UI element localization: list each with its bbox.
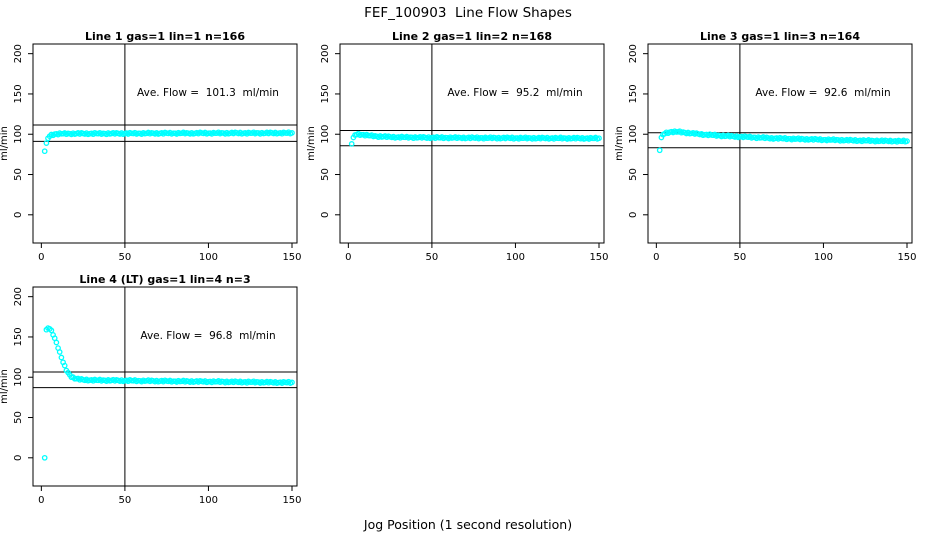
x-tick-label: 0 — [653, 252, 659, 263]
subplot-line1-title: Line 1 gas=1 lin=1 n=166 — [84, 30, 245, 43]
y-axis: 0 50 100 150 200 ml/min — [0, 44, 33, 218]
data-points — [348, 130, 602, 147]
y-tick-label: 150 — [13, 327, 24, 346]
subplot-line2-ave-flow-annotation: Ave. Flow = 95.2 ml/min — [447, 87, 583, 99]
y-tick-label: 200 — [320, 44, 331, 63]
x-tick-label: 0 — [38, 495, 44, 506]
y-tick-label: 200 — [628, 44, 639, 63]
y-tick-label: 200 — [13, 44, 24, 63]
subplot-line4: Line 4 (LT) gas=1 lin=4 n=3 0 50 100 150 0 50… — [0, 273, 312, 513]
y-tick-label: 0 — [628, 212, 639, 218]
data-points — [41, 325, 295, 461]
y-tick-label: 200 — [13, 287, 24, 306]
subplot-line4-title: Line 4 (LT) gas=1 lin=4 n=3 — [79, 273, 251, 286]
reference-lines — [648, 44, 912, 243]
x-tick-label: 150 — [282, 495, 301, 506]
y-tick-label: 0 — [13, 212, 24, 218]
y-tick-label: 50 — [13, 411, 24, 424]
y-tick-label: 0 — [320, 212, 331, 218]
y-tick-label: 50 — [628, 168, 639, 181]
y-tick-label: 100 — [320, 125, 331, 144]
y-tick-label: 150 — [320, 84, 331, 103]
x-tick-label: 0 — [38, 252, 44, 263]
subplot-line4-ave-flow-annotation: Ave. Flow = 96.8 ml/min — [140, 330, 276, 342]
y-axis-label: ml/min — [0, 369, 10, 404]
subplot-line3-ave-flow-annotation: Ave. Flow = 92.6 ml/min — [755, 87, 891, 99]
figure-title: FEF_100903 Line Flow Shapes — [364, 5, 572, 21]
x-tick-label: 150 — [589, 252, 608, 263]
x-axis: 0 50 100 150 — [38, 486, 302, 506]
x-axis: 0 50 100 150 — [38, 243, 302, 263]
y-tick-label: 0 — [13, 455, 24, 461]
subplot-line2-plot-area: 0 50 100 150 0 50 100 150 200 ml/min — [307, 43, 609, 263]
x-tick-label: 150 — [897, 252, 916, 263]
subplot-line1: Line 1 gas=1 lin=1 n=166 0 50 100 150 0 50 100… — [0, 30, 312, 270]
plot-box — [339, 43, 605, 244]
x-tick-label: 50 — [119, 495, 132, 506]
reference-lines — [33, 44, 297, 243]
x-tick-label: 50 — [119, 252, 132, 263]
data-points — [41, 129, 295, 155]
x-tick-label: 50 — [426, 252, 439, 263]
subplot-line3: Line 3 gas=1 lin=3 n=164 0 50 100 150 0 50 100… — [615, 30, 927, 270]
plot-box — [32, 43, 298, 244]
y-tick-label: 150 — [628, 84, 639, 103]
y-axis: 0 50 100 150 200 ml/min — [307, 44, 340, 218]
shared-x-axis-label: Jog Position (1 second resolution) — [363, 517, 573, 532]
subplot-line2-title: Line 2 gas=1 lin=2 n=168 — [391, 30, 552, 43]
y-axis-label: ml/min — [615, 126, 625, 161]
subplot-line1-plot-area: 0 50 100 150 0 50 100 150 200 ml/min — [0, 43, 302, 263]
x-tick-label: 100 — [506, 252, 525, 263]
y-tick-label: 100 — [13, 368, 24, 387]
y-tick-label: 50 — [13, 168, 24, 181]
subplot-line2: Line 2 gas=1 lin=2 n=168 0 50 100 150 0 50 100… — [307, 30, 619, 270]
subplot-line3-plot-area: 0 50 100 150 0 50 100 150 200 ml/min — [615, 43, 917, 263]
x-axis: 0 50 100 150 — [653, 243, 917, 263]
x-tick-label: 100 — [199, 252, 218, 263]
data-points — [656, 128, 910, 154]
subplot-line3-title: Line 3 gas=1 lin=3 n=164 — [699, 30, 860, 43]
y-axis-label: ml/min — [307, 126, 317, 161]
x-tick-label: 50 — [734, 252, 747, 263]
y-axis: 0 50 100 150 200 ml/min — [615, 44, 648, 218]
y-tick-label: 150 — [13, 84, 24, 103]
reference-lines — [33, 287, 297, 486]
x-axis: 0 50 100 150 — [345, 243, 609, 263]
plot-box — [647, 43, 913, 244]
x-tick-label: 0 — [345, 252, 351, 263]
x-tick-label: 100 — [814, 252, 833, 263]
subplot-line4-plot-area: 0 50 100 150 0 50 100 150 200 ml/min — [0, 286, 302, 506]
reference-lines — [340, 44, 604, 243]
x-tick-label: 100 — [199, 495, 218, 506]
y-axis-label: ml/min — [0, 126, 10, 161]
y-tick-label: 50 — [320, 168, 331, 181]
y-tick-label: 100 — [628, 125, 639, 144]
y-tick-label: 100 — [13, 125, 24, 144]
plot-box — [32, 286, 298, 487]
y-axis: 0 50 100 150 200 ml/min — [0, 287, 33, 461]
subplot-line1-ave-flow-annotation: Ave. Flow = 101.3 ml/min — [137, 87, 279, 99]
x-tick-label: 150 — [282, 252, 301, 263]
